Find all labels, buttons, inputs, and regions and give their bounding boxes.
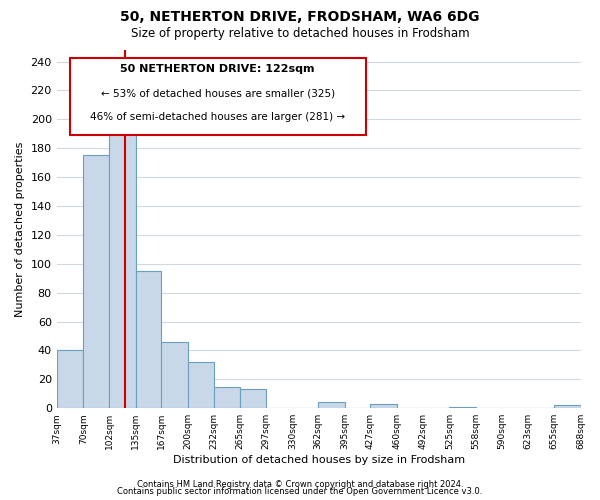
Bar (318, 402, 345, 408)
Bar (449, 407, 476, 408)
Y-axis label: Number of detached properties: Number of detached properties (15, 142, 25, 317)
Bar (109, 131, 136, 408)
Bar (56, 350, 83, 408)
X-axis label: Distribution of detached houses by size in Frodsham: Distribution of detached houses by size … (173, 455, 464, 465)
Text: Size of property relative to detached houses in Frodsham: Size of property relative to detached ho… (131, 28, 469, 40)
Bar (83, 156, 109, 408)
Text: 50, NETHERTON DRIVE, FRODSHAM, WA6 6DG: 50, NETHERTON DRIVE, FRODSHAM, WA6 6DG (120, 10, 480, 24)
Text: 46% of semi-detached houses are larger (281) →: 46% of semi-detached houses are larger (… (90, 112, 346, 122)
Bar (136, 271, 161, 408)
Bar (370, 404, 397, 408)
Bar (214, 386, 240, 408)
Bar (240, 390, 266, 408)
Bar (161, 342, 188, 408)
Text: 50 NETHERTON DRIVE: 122sqm: 50 NETHERTON DRIVE: 122sqm (121, 64, 315, 74)
Text: ← 53% of detached houses are smaller (325): ← 53% of detached houses are smaller (32… (101, 88, 335, 99)
Bar (554, 406, 581, 408)
Text: Contains HM Land Registry data © Crown copyright and database right 2024.: Contains HM Land Registry data © Crown c… (137, 480, 463, 489)
FancyBboxPatch shape (70, 58, 366, 135)
Bar (188, 362, 214, 408)
Text: Contains public sector information licensed under the Open Government Licence v3: Contains public sector information licen… (118, 487, 482, 496)
